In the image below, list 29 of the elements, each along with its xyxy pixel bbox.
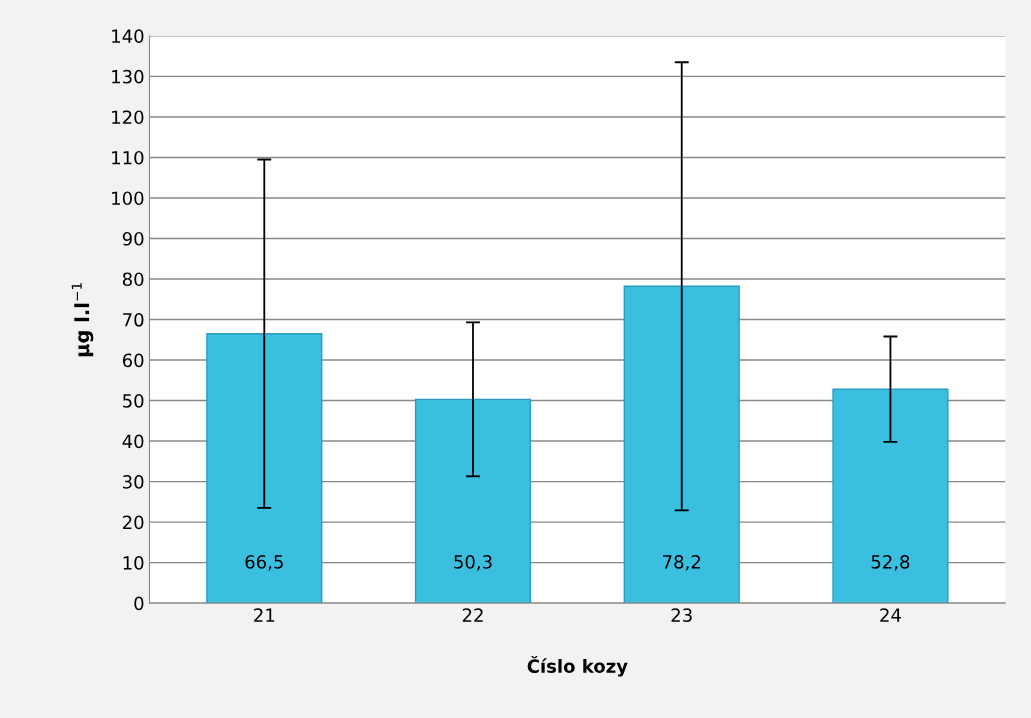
x-axis-title: Číslo kozy — [527, 656, 628, 677]
bar — [206, 332, 323, 604]
data-label: 50,3 — [454, 555, 492, 571]
y-tick-label: 70 — [123, 312, 144, 327]
y-tick-label: 20 — [122, 515, 144, 530]
y-tick-label: 110 — [112, 150, 144, 165]
x-tick-label: 24 — [880, 608, 901, 622]
y-tick-label: 130 — [112, 69, 144, 84]
y-tick-label: 10 — [123, 556, 144, 570]
y-tick-label: 120 — [112, 110, 144, 125]
y-tick-label: 90 — [122, 231, 144, 246]
y-axis-title: µg l.l$^{−1}$ — [71, 283, 94, 357]
y-tick-label: 0 — [134, 596, 144, 611]
y-tick-label: 80 — [122, 272, 144, 287]
x-tick-label: 22 — [462, 608, 483, 622]
y-tick-label: 40 — [122, 434, 144, 449]
data-label: 66,5 — [245, 555, 283, 571]
data-label: 52,8 — [871, 555, 910, 571]
y-tick-label: 100 — [112, 191, 144, 206]
y-tick-label: 30 — [123, 475, 144, 489]
x-tick-label: 23 — [671, 608, 692, 622]
bar — [623, 285, 740, 604]
x-tick-label: 21 — [254, 608, 275, 622]
data-label: 78,2 — [663, 555, 701, 571]
bar — [414, 398, 532, 604]
y-tick-label: 60 — [122, 353, 144, 368]
y-tick-label: 50 — [123, 394, 144, 408]
bar — [832, 388, 949, 604]
y-tick-label: 140 — [112, 29, 144, 44]
